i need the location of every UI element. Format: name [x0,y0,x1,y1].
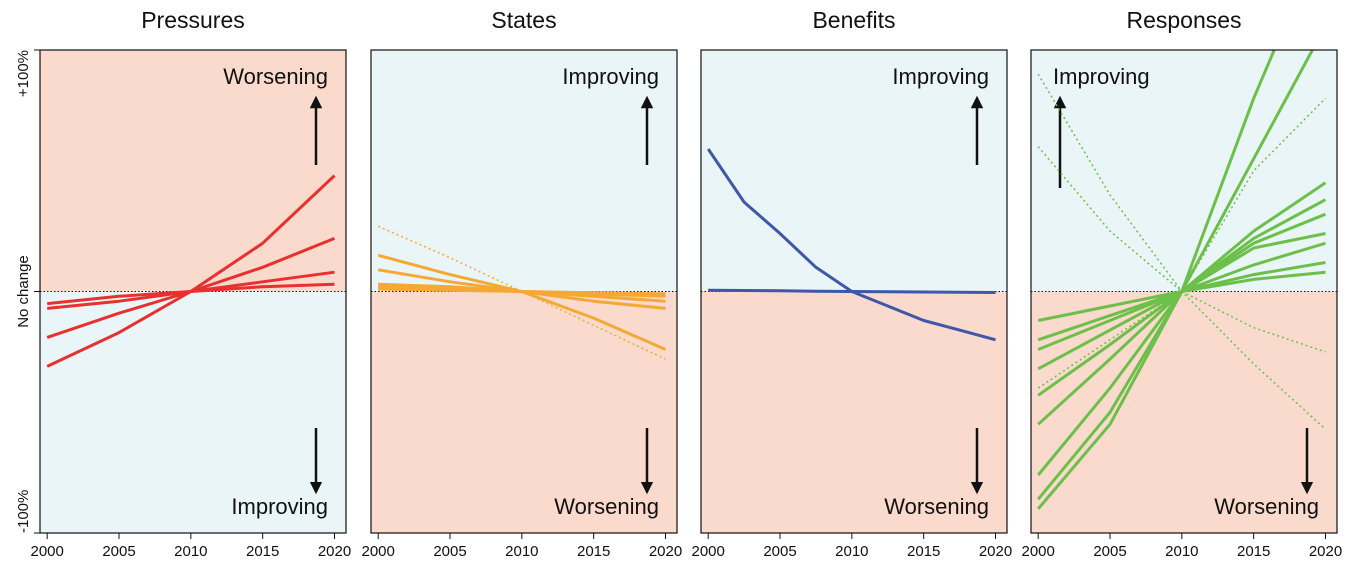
y-tick-label: No change [15,255,32,328]
top-region [701,50,1007,292]
panel-frame [370,49,678,534]
panel-title: Responses [1126,7,1241,33]
top-region [40,50,346,292]
bottom-annotation: Worsening [884,494,989,519]
bottom-region [701,291,1007,533]
x-tick-label: 2005 [102,543,135,560]
top-annotation: Worsening [223,64,328,89]
x-tick-label: 2020 [318,543,351,560]
plot-area [377,225,667,360]
panel-title: Pressures [141,7,245,33]
plot-area [1037,50,1327,510]
bottom-annotation: Worsening [1214,494,1319,519]
x-tick-label: 2015 [1237,543,1270,560]
x-tick-label: 2005 [763,543,796,560]
x-tick-label: 2010 [1165,543,1198,560]
y-tick-label: -100% [15,490,32,533]
series-line [1037,50,1276,510]
x-tick-label: 2020 [979,543,1012,560]
top-annotation: Improving [1053,64,1150,89]
x-tick-label: 2020 [649,543,682,560]
bottom-region [40,291,346,533]
top-annotation: Improving [562,64,659,89]
series-line [378,287,666,296]
x-tick-label: 2000 [361,543,394,560]
top-region [1031,50,1337,292]
top-region [371,50,677,292]
series-line [708,288,996,294]
x-tick-label: 2015 [907,543,940,560]
x-tick-label: 2010 [505,543,538,560]
bottom-annotation: Improving [231,494,328,519]
panel-frame [700,49,1008,534]
x-tick-label: 2005 [433,543,466,560]
bottom-annotation: Worsening [554,494,659,519]
x-tick-label: 2000 [1021,543,1054,560]
x-tick-label: 2020 [1309,543,1342,560]
series-line [1037,146,1326,353]
x-tick-label: 2010 [174,543,207,560]
x-tick-label: 2015 [577,543,610,560]
panel-title: States [491,7,556,33]
x-tick-label: 2010 [835,543,868,560]
panel-title: Benefits [812,7,895,33]
panel-frame [1030,49,1338,534]
x-tick-label: 2015 [246,543,279,560]
series-line [47,282,335,306]
plot-area [46,174,336,368]
top-annotation: Improving [892,64,989,89]
plot-area [706,148,996,342]
x-tick-label: 2000 [30,543,63,560]
x-tick-label: 2005 [1093,543,1126,560]
x-tick-label: 2000 [691,543,724,560]
y-tick-label: +100% [15,50,32,97]
